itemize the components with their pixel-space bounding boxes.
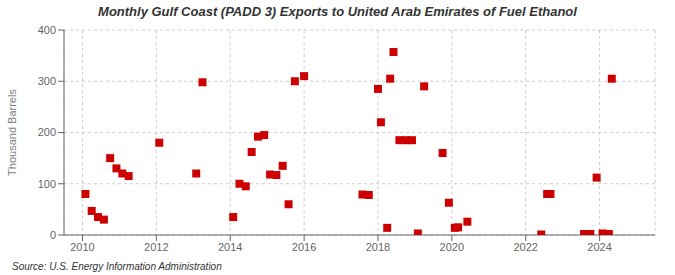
html-text:Source: U.S. Energy Informatio: Source: U.S. Energy Information Administ… <box>12 261 222 272</box>
svg-text:0: 0 <box>50 229 56 241</box>
svg-text:2014: 2014 <box>218 241 242 253</box>
svg-text:2012: 2012 <box>144 241 168 253</box>
svg-text:2016: 2016 <box>292 241 316 253</box>
svg-text:200: 200 <box>38 126 56 138</box>
svg-text:2018: 2018 <box>366 241 390 253</box>
svg-text:2020: 2020 <box>440 241 464 253</box>
svg-text:300: 300 <box>38 75 56 87</box>
svg-text:2024: 2024 <box>587 241 611 253</box>
svg-text:100: 100 <box>38 178 56 190</box>
svg-text:2022: 2022 <box>513 241 537 253</box>
svg-text:2010: 2010 <box>70 241 94 253</box>
svg-text:Thousand Barrels: Thousand Barrels <box>8 89 18 176</box>
html-text:Monthly Gulf Coast (PADD 3) Ex: Monthly Gulf Coast (PADD 3) Exports to U… <box>98 4 577 19</box>
svg-text:400: 400 <box>38 24 56 36</box>
